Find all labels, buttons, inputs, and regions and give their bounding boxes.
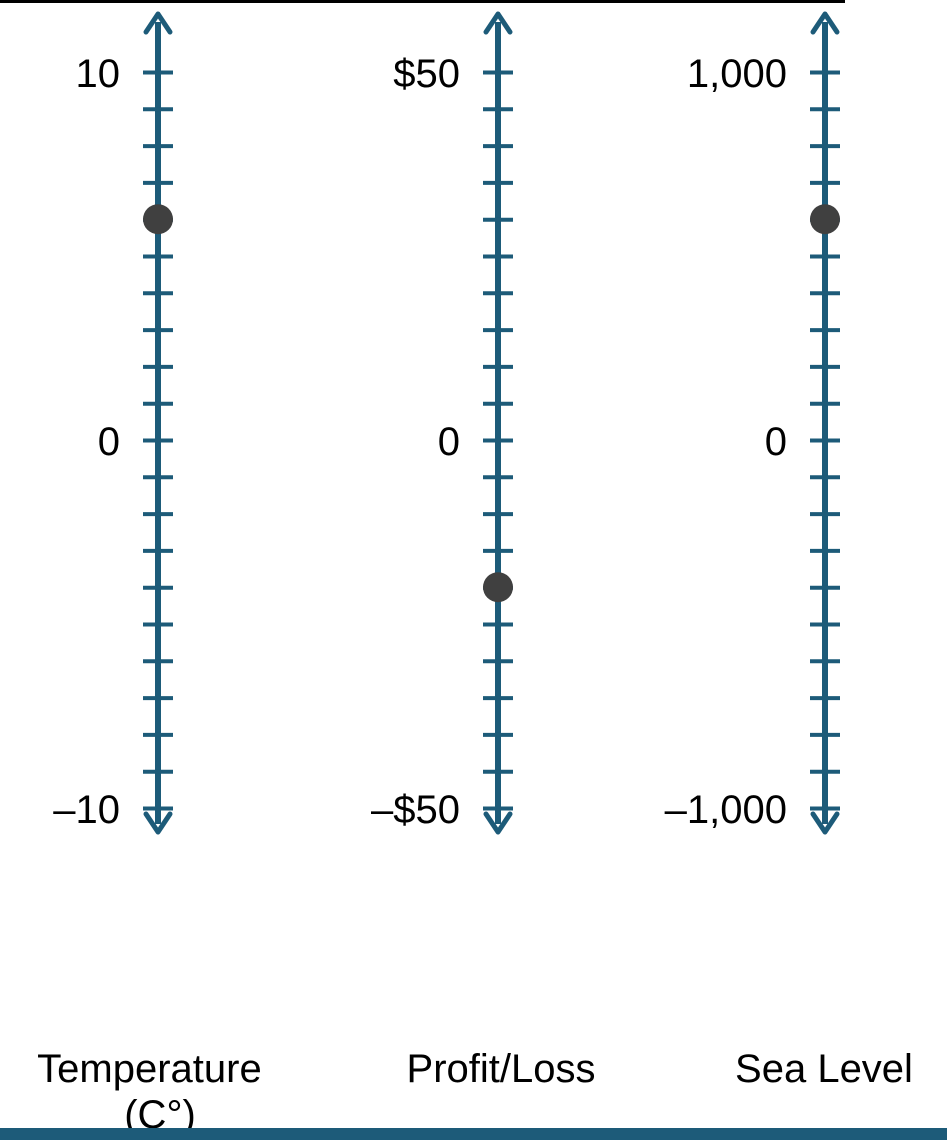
arrow-down-icon — [810, 811, 840, 835]
tick-label: –10 — [53, 788, 120, 832]
arrow-up-icon — [810, 11, 840, 35]
tick-label: 0 — [765, 420, 787, 464]
top-rule — [0, 0, 845, 3]
number-line-profit-loss: $50 0 –$50 — [371, 11, 513, 835]
tick-label: –1,000 — [665, 788, 787, 832]
data-point — [483, 572, 513, 603]
tick-label: –$50 — [371, 788, 460, 832]
number-line-sea-level: 1,000 0 –1,000 — [665, 11, 840, 835]
arrow-up-icon — [143, 11, 173, 35]
arrow-down-icon — [483, 811, 513, 835]
bottom-bar — [0, 1128, 947, 1140]
data-point — [810, 204, 840, 235]
data-point — [143, 204, 173, 235]
axis-label-profit-loss: Profit/Loss — [407, 1047, 596, 1091]
tick-label: $50 — [393, 52, 460, 96]
tick-label: 1,000 — [687, 52, 787, 96]
tick-label: 0 — [438, 420, 460, 464]
number-line-temperature: 10 0 –10 — [53, 11, 173, 835]
tick-label: 10 — [76, 52, 121, 96]
arrow-down-icon — [143, 811, 173, 835]
arrow-up-icon — [483, 11, 513, 35]
axis-label-sea-level: Sea Level — [735, 1047, 913, 1091]
tick-label: 0 — [98, 420, 120, 464]
axis-label-temperature: Temperature (C°) — [37, 1047, 273, 1137]
